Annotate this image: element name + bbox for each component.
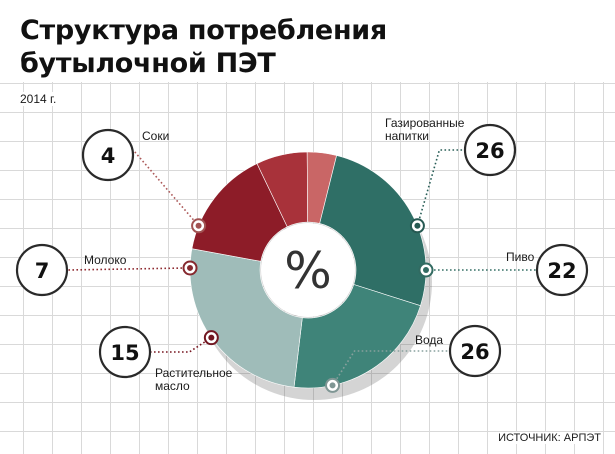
chart-title: Структура потребления бутылочной ПЭТ — [20, 14, 440, 80]
slice-marker-dot-5 — [187, 264, 194, 271]
value-label-6: 4 — [101, 144, 116, 168]
slice-marker-dot-3 — [329, 382, 336, 389]
source-label: ИСТОЧНИК: АРПЭТ — [496, 432, 603, 444]
leader-line-1 — [416, 149, 464, 227]
category-label-4-line-2: масло — [155, 379, 190, 393]
title-line-1: Структура потребления — [20, 15, 387, 46]
value-badge-4 — [98, 325, 152, 379]
slice-marker-dot-4 — [208, 334, 215, 341]
slice-marker-dot-6 — [195, 222, 202, 229]
value-label-2: 22 — [547, 259, 576, 283]
title-box — [0, 0, 615, 82]
value-label-4: 15 — [110, 341, 139, 365]
leader-line-3 — [331, 350, 449, 386]
value-label-1: 26 — [475, 139, 504, 163]
value-label-5: 7 — [35, 259, 50, 283]
category-label-1-line-1: Газированные — [385, 116, 465, 130]
center-label: % — [284, 242, 332, 300]
slice-marker-dot-1 — [414, 222, 421, 229]
year-label: 2014 г. — [18, 92, 59, 106]
category-label-2: Пиво — [506, 250, 535, 264]
slice-2 — [293, 284, 421, 389]
category-label-6: Соки — [142, 129, 169, 143]
leader-line-5 — [67, 267, 191, 271]
category-label-1-line-2: напитки — [385, 129, 429, 143]
leader-line-6 — [133, 150, 200, 227]
slice-6 — [306, 151, 337, 224]
slice-marker-dot-2 — [423, 267, 429, 273]
value-badge-2 — [535, 243, 589, 297]
leader-line-4 — [151, 337, 212, 353]
title-line-2: бутылочной ПЭТ — [20, 48, 276, 79]
slice-1 — [319, 155, 427, 307]
category-label-4-line-1: Растительное — [155, 366, 233, 380]
value-badge-6 — [81, 128, 135, 182]
category-label-5: Молоко — [84, 253, 127, 267]
value-badge-5 — [15, 243, 69, 297]
value-badge-3 — [448, 324, 502, 378]
category-label-3: Вода — [415, 333, 443, 347]
value-badge-1 — [463, 123, 517, 177]
value-label-3: 26 — [460, 340, 489, 364]
donut-hole — [261, 223, 355, 317]
